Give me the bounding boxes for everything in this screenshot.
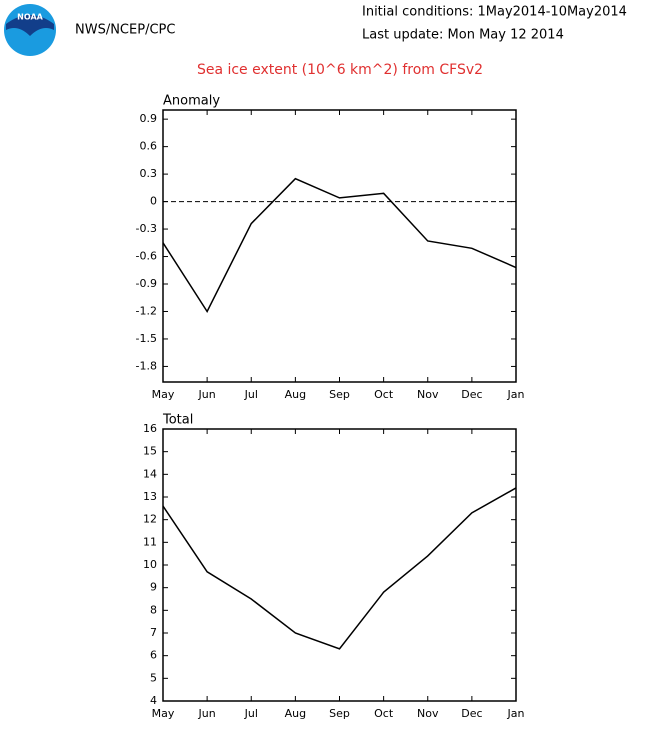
panel-title: Anomaly bbox=[163, 94, 220, 109]
y-tick-label: 11 bbox=[143, 535, 157, 548]
y-tick-label: -1.8 bbox=[136, 359, 157, 372]
initial-conditions: Initial conditions: 1May2014-10May2014 bbox=[362, 5, 627, 20]
y-tick-label: -0.6 bbox=[136, 250, 157, 263]
x-tick-label: Aug bbox=[285, 707, 306, 720]
panel-title: Total bbox=[162, 413, 193, 428]
x-tick-label: Aug bbox=[285, 388, 306, 401]
y-tick-label: 9 bbox=[150, 581, 157, 594]
x-tick-label: May bbox=[152, 388, 175, 401]
y-tick-label: 6 bbox=[150, 649, 157, 662]
y-tick-label: -0.3 bbox=[136, 222, 157, 235]
x-tick-label: Nov bbox=[417, 707, 439, 720]
y-tick-label: 4 bbox=[150, 694, 157, 707]
x-tick-label: Jan bbox=[507, 388, 525, 401]
x-tick-label: Oct bbox=[374, 388, 394, 401]
y-tick-label: 14 bbox=[143, 467, 157, 480]
x-tick-label: May bbox=[152, 707, 175, 720]
y-tick-label: -1.5 bbox=[136, 332, 157, 345]
y-tick-label: -1.2 bbox=[136, 304, 157, 317]
y-tick-label: 13 bbox=[143, 490, 157, 503]
x-tick-label: Jul bbox=[244, 388, 258, 401]
y-tick-label: 15 bbox=[143, 445, 157, 458]
agency: NWS/NCEP/CPC bbox=[75, 23, 175, 38]
data-line bbox=[162, 487, 517, 650]
y-tick-label: 0 bbox=[150, 195, 157, 208]
x-tick-label: Nov bbox=[417, 388, 439, 401]
plot-frame bbox=[162, 428, 517, 702]
x-tick-label: Sep bbox=[329, 388, 350, 401]
last-update: Last update: Mon May 12 2014 bbox=[362, 28, 564, 43]
y-tick-label: 0.3 bbox=[140, 167, 158, 180]
y-tick-label: 12 bbox=[143, 513, 157, 526]
y-tick-label: 7 bbox=[150, 626, 157, 639]
logo-top bbox=[6, 15, 54, 36]
data-line bbox=[162, 177, 517, 313]
x-tick-label: Sep bbox=[329, 707, 350, 720]
y-tick-label: 0.6 bbox=[140, 140, 158, 153]
x-tick-label: Oct bbox=[374, 707, 394, 720]
noaa-logo: NOAA bbox=[4, 4, 56, 56]
y-tick-label: 16 bbox=[143, 422, 157, 435]
chart-title: Sea ice extent (10^6 km^2) from CFSv2 bbox=[197, 62, 483, 78]
plot-frame bbox=[162, 109, 517, 383]
y-tick-label: 8 bbox=[150, 603, 157, 616]
y-tick-label: -0.9 bbox=[136, 277, 157, 290]
x-tick-label: Dec bbox=[461, 388, 482, 401]
x-tick-label: Jun bbox=[198, 707, 216, 720]
x-tick-label: Dec bbox=[461, 707, 482, 720]
y-tick-label: 0.9 bbox=[140, 112, 158, 125]
y-tick-label: 10 bbox=[143, 558, 157, 571]
x-tick-label: Jan bbox=[507, 707, 525, 720]
x-tick-label: Jul bbox=[244, 707, 258, 720]
x-tick-label: Jun bbox=[198, 388, 216, 401]
y-tick-label: 5 bbox=[150, 671, 157, 684]
logo-text: NOAA bbox=[17, 13, 43, 22]
